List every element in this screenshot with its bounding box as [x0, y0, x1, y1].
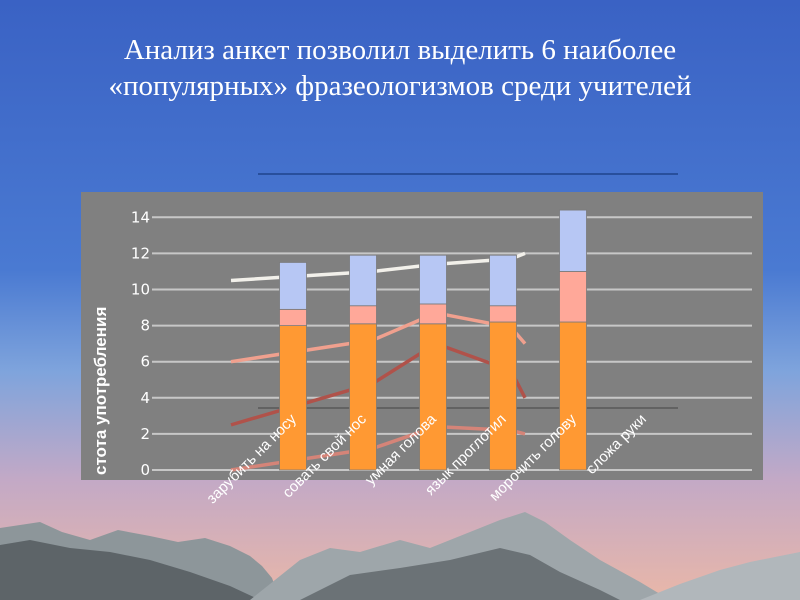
bar-segment: [279, 308, 307, 327]
bar-segment: [489, 305, 517, 323]
y-tick-label: 14: [131, 208, 150, 226]
y-tick-label: 6: [140, 353, 150, 371]
mountain-right: [640, 552, 800, 600]
mountain-left-near: [0, 540, 260, 600]
bar-segment: [419, 323, 447, 471]
bar-segment: [349, 305, 377, 325]
y-tick-label: 12: [131, 244, 150, 262]
bar-segment: [279, 325, 307, 471]
y-axis-label: стота употребления: [91, 307, 110, 475]
mountain-center-shadow: [300, 548, 620, 600]
y-tick-label: 2: [140, 425, 150, 443]
bars: [279, 209, 587, 471]
slide-title: Анализ анкет позволил выделить 6 наиболе…: [0, 32, 800, 104]
bar-segment: [489, 321, 517, 471]
y-tick-label: 8: [140, 317, 150, 335]
bar-segment: [559, 321, 587, 471]
slide-title-line-1: Анализ анкет позволил выделить 6 наиболе…: [123, 34, 677, 66]
bar-segment: [349, 254, 377, 307]
bar-segment: [559, 209, 587, 272]
bar-segment: [489, 254, 517, 307]
bar-segment: [559, 271, 587, 323]
bar-segment: [419, 254, 447, 305]
y-tick-label: 0: [140, 461, 150, 479]
y-tick-label: 10: [131, 281, 150, 299]
bar-segment: [349, 323, 377, 471]
bar-segment: [279, 262, 307, 310]
bar-segment: [419, 303, 447, 325]
y-tick-labels: 0 2 4 6 8 10 12 14: [131, 208, 150, 479]
slide-title-line-2: «популярных» фразеологизмов среди учител…: [108, 70, 692, 102]
mountains: [0, 512, 800, 600]
y-tick-label: 4: [140, 389, 150, 407]
gridlines: [152, 216, 752, 471]
